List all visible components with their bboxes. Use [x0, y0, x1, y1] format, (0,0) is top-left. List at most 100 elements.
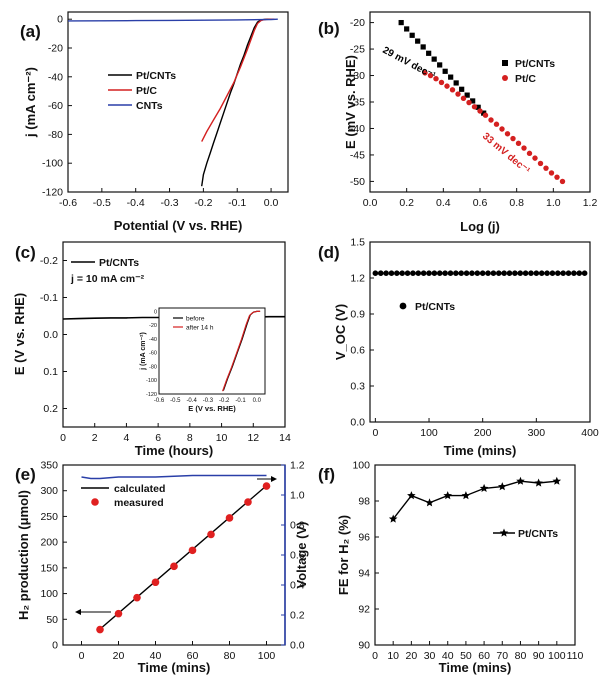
panel-f-xtick-label: 20 — [406, 650, 418, 662]
panel-f-ytick-label: 96 — [358, 532, 370, 544]
panel-a-ytick-label: 0 — [57, 14, 63, 26]
panel-c-inset-xtick-label: -0.4 — [186, 398, 197, 404]
panel-a-xtick-label: -0.6 — [59, 197, 77, 209]
panel-d-point — [495, 270, 502, 277]
panel-c-ytick-label: 0.1 — [43, 366, 58, 378]
panel-d-point — [394, 270, 400, 277]
panel-e-ytick-label: 100 — [40, 588, 58, 600]
panel-a-legend-label: Pt/C — [136, 85, 157, 97]
panel-d-ytick-label: 1.5 — [350, 237, 365, 249]
panel-d-point — [490, 270, 497, 277]
panel-b-point-square — [470, 98, 476, 104]
panel-b-point-square — [409, 32, 415, 38]
panel-d-point — [538, 270, 545, 277]
panel-e-xtick-label: 20 — [113, 650, 125, 662]
panel-e-legend-label: calculated — [114, 483, 165, 495]
panel-e-arrowhead-right — [271, 476, 277, 482]
panel-e-line-voltage — [81, 474, 267, 480]
panel-f-point-star — [425, 498, 434, 507]
panel-f-xtick-label: 70 — [496, 650, 508, 662]
panel-c-xtick-label: 12 — [247, 432, 259, 444]
panel-d-ytick-label: 0.0 — [350, 417, 365, 429]
panel-c-ytick-label: -0.1 — [40, 292, 58, 304]
panel-e-point-measured — [244, 498, 252, 506]
panel-e-legend-label: measured — [114, 497, 164, 509]
panel-f-point-star — [461, 491, 471, 500]
panel-c-inset-ylabel: j (mA cm⁻²) — [140, 332, 147, 371]
panel-d-point — [517, 270, 524, 277]
panel-c-ytick-label: 0.2 — [43, 403, 58, 415]
panel-b-point-circle — [493, 121, 500, 127]
panel-d-point — [581, 270, 588, 277]
panel-c-ytick-label: 0.0 — [43, 329, 58, 341]
panel-b-point-square — [420, 44, 426, 50]
panel-d-point — [565, 270, 572, 277]
panel-c-xlabel: Time (hours) — [135, 443, 214, 458]
panel-e-frame — [62, 464, 286, 646]
panel-d-xlabel: Time (mins) — [444, 443, 517, 458]
panel-b-point-circle — [510, 135, 516, 142]
panel-e-point-measured — [151, 578, 160, 587]
panel-d-ytick-label: 0.3 — [350, 381, 365, 393]
panel-f-point-star — [498, 482, 507, 491]
panel-e-rtick-label: 1.2 — [290, 460, 305, 472]
panel-e-line-calculated — [99, 485, 267, 630]
panel-e-point-measured — [207, 530, 215, 539]
panel-b-xtick-label: 0.8 — [509, 197, 524, 209]
panel-a-xtick-label: -0.2 — [194, 197, 212, 209]
panel-e-legend-marker — [91, 498, 99, 506]
panel-b-point-circle — [460, 95, 467, 101]
panel-b-point-square — [459, 86, 465, 92]
panel-d-point — [442, 270, 448, 277]
panel-a-legend-label: Pt/CNTs — [136, 70, 176, 82]
panel-d-point — [410, 270, 416, 277]
panel-d-xtick-label: 100 — [420, 427, 438, 439]
panel-b-point-circle — [449, 87, 456, 93]
panel-a-ytick-label: -20 — [48, 43, 63, 55]
panel-b-xlabel: Log (j) — [460, 219, 500, 234]
panel-e-xlabel: Time (mins) — [138, 660, 211, 675]
panel-d-xtick-label: 200 — [474, 427, 492, 439]
panel-d-ytick-label: 0.9 — [350, 309, 365, 321]
panel-f-xtick-label: 110 — [567, 650, 584, 662]
panel-f-xtick-label: 40 — [442, 650, 454, 662]
panel-b-ytick-label: -30 — [350, 70, 365, 82]
panel-f-ytick-label: 94 — [358, 568, 370, 580]
panel-d-point — [555, 270, 561, 277]
panel-b-point-circle — [559, 178, 566, 185]
panel-b-point-square — [415, 38, 421, 44]
panel-f-point-star — [516, 476, 525, 485]
panel-b-xtick-label: 0.6 — [473, 197, 488, 209]
panel-c-inset-ytick-label: -20 — [149, 323, 157, 329]
panel-c-inset-frame — [158, 307, 266, 395]
panel-b-ytick-label: -20 — [350, 17, 365, 29]
panel-a-xtick-label: -0.5 — [93, 197, 111, 209]
panel-b-point-circle — [427, 72, 434, 79]
panel-b-ylabel: E (mV vs. RHE) — [343, 55, 358, 149]
panel-c-label: (c) — [15, 243, 36, 262]
panel-b-ytick-label: -25 — [350, 44, 365, 56]
panel-d-point — [544, 270, 550, 277]
panel-b-legend-label: Pt/CNTs — [515, 58, 555, 70]
panel-b-point-circle — [521, 145, 527, 151]
panel-b-legend-marker — [502, 60, 508, 66]
panel-f-xlabel: Time (mins) — [439, 660, 512, 675]
panel-d-point — [388, 270, 395, 277]
panel-b-point-square — [464, 92, 470, 98]
panel-d-point — [372, 270, 379, 277]
panel-d-xtick-label: 300 — [528, 427, 546, 439]
panel-f-xtick-label: 100 — [548, 650, 566, 662]
panel-b-point-circle — [532, 155, 538, 161]
panel-c-inset-legend-label: before — [186, 316, 205, 323]
panel-f-xtick-label: 60 — [478, 650, 490, 662]
panel-b-ytick-label: -35 — [350, 97, 365, 109]
panel-f-legend-label: Pt/CNTs — [518, 528, 558, 540]
panel-e-ytick-label: 0 — [52, 640, 58, 652]
panel-d-point — [485, 270, 491, 277]
panel-c-inset-xlabel: E (V vs. RHE) — [188, 404, 236, 413]
panel-a-line-ptc — [201, 18, 275, 142]
panel-b-frame — [369, 11, 591, 193]
panel-e-rtick-label: 0.0 — [290, 640, 305, 652]
panel-e-ytick-label: 200 — [40, 537, 58, 549]
